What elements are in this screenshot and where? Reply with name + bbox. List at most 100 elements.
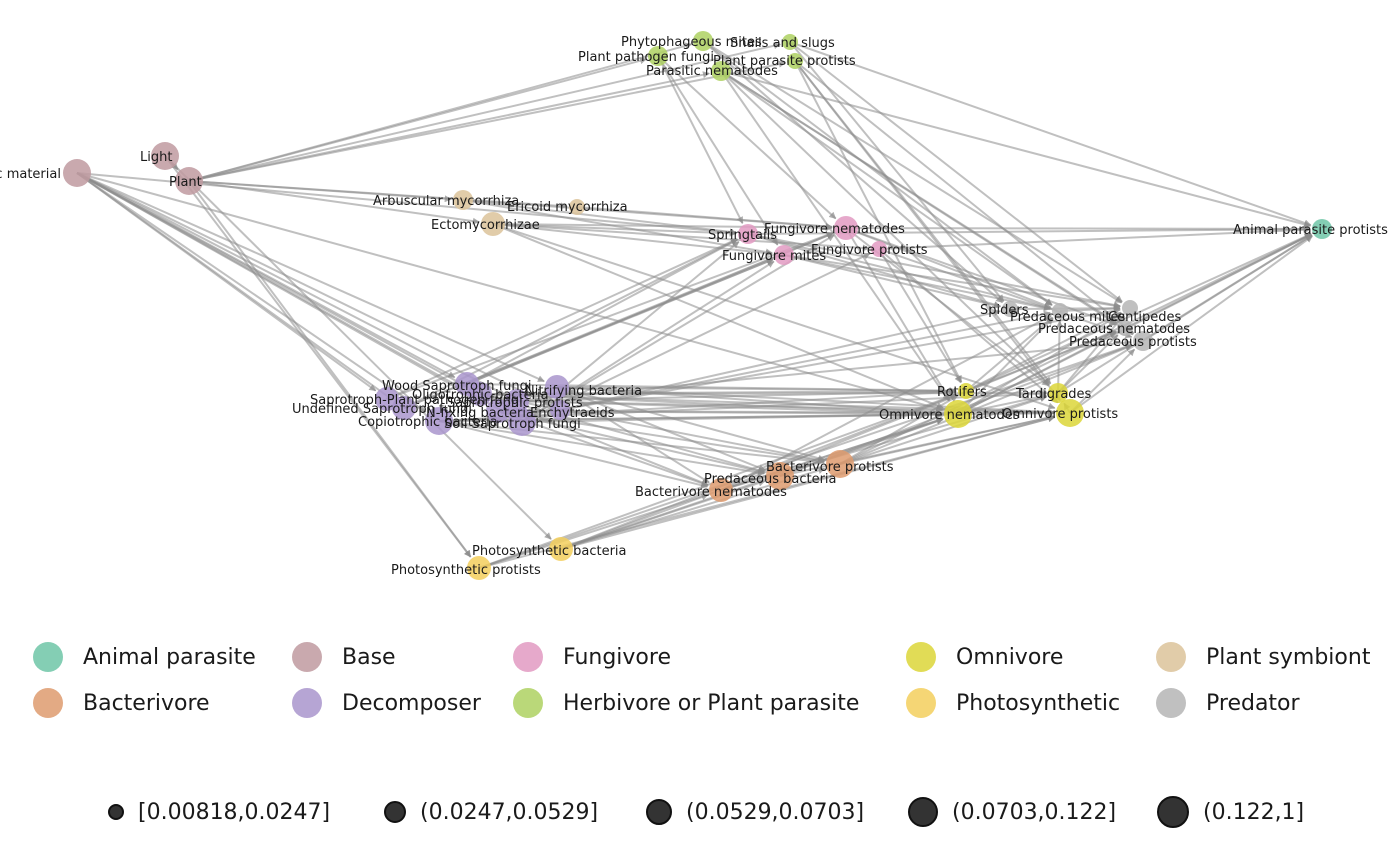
node-nitrifying[interactable] xyxy=(545,375,569,399)
edge-plant_path_fungi-to-fung_nem xyxy=(657,55,837,220)
node-fung_mites[interactable] xyxy=(774,245,794,265)
size-swatch xyxy=(384,801,406,823)
node-rotifers[interactable] xyxy=(958,383,974,399)
edge-bact_prot-to-rotifers xyxy=(839,395,958,465)
edge-tardigrades-to-centipedes xyxy=(1057,314,1125,394)
node-plant_path_fungi[interactable] xyxy=(648,46,668,66)
node-label-rotifers: Rotifers xyxy=(937,385,987,400)
size-swatch xyxy=(1157,796,1189,828)
node-label-soil_sap: Soil Saprotroph fungi xyxy=(444,417,581,432)
node-pred_prot[interactable] xyxy=(1133,331,1153,351)
node-pred_mites[interactable] xyxy=(1052,303,1068,319)
legend-item-decomposer: Decomposer xyxy=(292,688,481,718)
edge-oligo-to-bact_prot xyxy=(479,393,825,464)
legend-swatch xyxy=(33,688,63,718)
node-snails[interactable] xyxy=(782,34,798,50)
edge-omni_nem-to-pred_mites xyxy=(957,317,1054,415)
node-label-fung_mites: Fungivore mites xyxy=(722,249,826,264)
node-ericoid[interactable] xyxy=(569,199,585,215)
edge-enchy-to-pred_mites xyxy=(559,310,1051,411)
node-arb_myc[interactable] xyxy=(453,190,473,210)
node-photo_bact[interactable] xyxy=(549,537,573,561)
legend-item-plant-symbiont: Plant symbiont xyxy=(1156,642,1370,672)
legend-swatch xyxy=(906,642,936,672)
size-legend-item: [0.00818,0.0247] xyxy=(108,790,330,834)
node-springtails[interactable] xyxy=(738,224,758,244)
node-label-plant: Plant xyxy=(169,175,202,190)
node-label-wood_sap: Wood Saprotroph fungi xyxy=(382,379,532,394)
node-centipedes[interactable] xyxy=(1122,300,1138,316)
node-photo_prot[interactable] xyxy=(467,556,491,580)
edge-pred_prot-to-animal_par xyxy=(1142,234,1313,342)
node-copio[interactable] xyxy=(425,407,453,435)
legend-swatch xyxy=(292,688,322,718)
node-plant[interactable] xyxy=(175,167,203,195)
node-undef_sap[interactable] xyxy=(392,396,416,420)
edge-sap_pl-to-fung_nem xyxy=(386,231,834,400)
node-oligo[interactable] xyxy=(468,382,492,406)
node-label-plant_par_protists: Plant parasite protists xyxy=(713,54,856,69)
edge-bact_prot-to-pred_prot xyxy=(839,344,1133,465)
network-nodes xyxy=(63,31,1332,580)
node-label-fung_prot: Fungivore protists xyxy=(811,243,928,258)
node-animal_par[interactable] xyxy=(1312,219,1332,239)
node-pred_nem[interactable] xyxy=(1117,320,1133,336)
node-par_nematodes[interactable] xyxy=(711,61,731,81)
edge-par_nematodes-to-pred_prot xyxy=(720,70,1134,336)
node-soil_sap[interactable] xyxy=(508,408,536,436)
legend-swatch xyxy=(1156,642,1186,672)
node-label-photo_prot: Photosynthetic protists xyxy=(391,563,541,578)
node-bact_nem[interactable] xyxy=(709,478,733,502)
legend-label: Animal parasite xyxy=(83,644,256,670)
node-phyto_mites[interactable] xyxy=(693,31,713,51)
food-web-network: Organic material Light Plant Phytophageous … xyxy=(0,31,1388,580)
size-swatch xyxy=(908,797,938,827)
edge-plant-to-ecto xyxy=(188,180,480,225)
edge-bact_nem-to-pred_mites xyxy=(720,314,1052,491)
node-label-pred_prot: Predaceous protists xyxy=(1069,335,1197,350)
edge-omni_nem-to-tardigrades xyxy=(957,393,1047,415)
node-enchy[interactable] xyxy=(550,400,570,420)
node-spiders[interactable] xyxy=(1002,301,1018,317)
node-organic[interactable] xyxy=(63,159,91,187)
edge-fung_mites-to-spiders xyxy=(783,254,1001,309)
node-plant_par_protists[interactable] xyxy=(787,53,803,69)
edge-rotifers-to-centipedes xyxy=(965,311,1122,392)
legend-item-bacterivore: Bacterivore xyxy=(33,688,210,718)
node-label-organic: Organic material xyxy=(0,167,61,182)
node-label-ericoid: Ericoid mycorrhiza xyxy=(507,200,628,215)
legend-swatch xyxy=(906,688,936,718)
node-label-springtails: Springtails xyxy=(708,228,777,243)
edge-copio-to-bact_nem xyxy=(438,420,709,489)
node-label-centipedes: Centipedes xyxy=(1108,310,1182,325)
node-fung_nem[interactable] xyxy=(834,216,858,240)
node-nfix[interactable] xyxy=(486,399,510,423)
edge-rotifers-to-pred_mites xyxy=(965,316,1054,392)
node-sap_prot[interactable] xyxy=(505,389,529,413)
node-bact_prot[interactable] xyxy=(826,450,854,478)
edge-ecto-to-fung_mites xyxy=(492,223,773,257)
node-light[interactable] xyxy=(151,142,179,170)
legend-label: Bacterivore xyxy=(83,690,210,716)
size-label: (0.0247,0.0529] xyxy=(420,799,599,825)
node-omni_nem[interactable] xyxy=(944,400,972,428)
edge-ecto-to-fung_nem xyxy=(492,223,833,232)
size-swatch xyxy=(646,799,672,825)
node-ecto[interactable] xyxy=(481,212,505,236)
legend-label: Herbivore or Plant parasite xyxy=(563,690,860,716)
legend-swatch xyxy=(33,642,63,672)
edge-plant-to-photo_prot xyxy=(188,180,472,558)
node-label-nfix: N-fixing bacteria xyxy=(426,406,534,421)
edge-ecto-to-springtails xyxy=(492,223,737,237)
node-omni_prot[interactable] xyxy=(1056,399,1084,427)
edge-plant_path_fungi-to-fung_mites xyxy=(657,55,779,246)
edge-phyto_mites-to-pred_mites xyxy=(702,40,1053,306)
node-label-pred_bact: Predaceous bacteria xyxy=(704,472,837,487)
node-pred_bact[interactable] xyxy=(766,462,794,490)
edge-plant_path_fungi-to-springtails xyxy=(657,55,744,224)
node-fung_prot[interactable] xyxy=(871,241,887,257)
node-tardigrades[interactable] xyxy=(1048,383,1068,403)
legend-label: Fungivore xyxy=(563,644,671,670)
edge-photo_prot-to-omni_prot xyxy=(478,415,1056,569)
node-label-par_nematodes: Parasitic nematodes xyxy=(646,64,778,79)
